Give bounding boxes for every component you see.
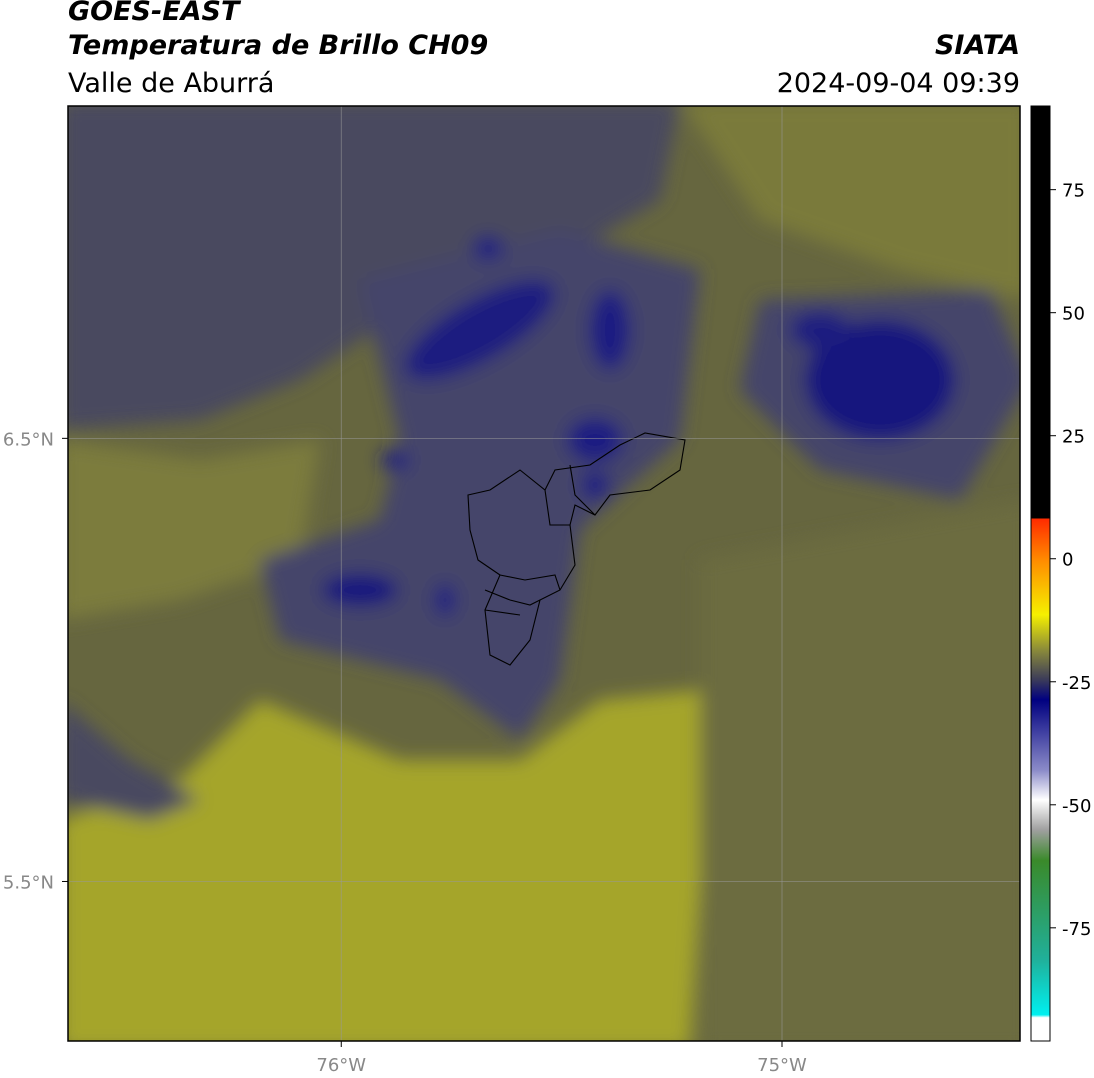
colorbar-tick-label: -25 [1062, 673, 1091, 694]
colorbar-tick-label: 0 [1062, 550, 1073, 571]
colorbar-tick-label: -75 [1062, 919, 1091, 940]
x-tick-label: 76°W [316, 1055, 366, 1076]
map-frame [67, 105, 1021, 1042]
subtitle: Temperatura de Brillo CH09 [68, 30, 488, 61]
colorbar-tick-label: -50 [1062, 796, 1091, 817]
colorbar-tick-label: 25 [1062, 427, 1085, 448]
title: GOES-EAST [68, 0, 242, 27]
x-tick-label: 75°W [757, 1055, 807, 1076]
colorbar-tick-label: 75 [1062, 181, 1085, 202]
colorbar-tick-label: 50 [1062, 304, 1085, 325]
y-tick-label: 5.5°N [3, 872, 54, 893]
datetime: 2024-09-04 09:39 [777, 68, 1020, 99]
source: SIATA [935, 30, 1020, 61]
colorbar [1030, 105, 1051, 1042]
map-image [68, 106, 1020, 1041]
y-tick-label: 6.5°N [3, 429, 54, 450]
region: Valle de Aburrá [68, 68, 274, 99]
graticule [68, 106, 1020, 1041]
